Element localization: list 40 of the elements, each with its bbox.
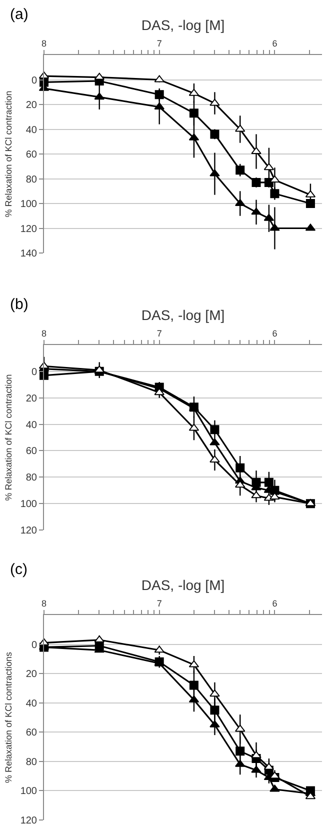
- y-tick-label: 20: [26, 669, 38, 680]
- x-tick-label: 6: [272, 598, 278, 608]
- x-tick-label: 8: [41, 328, 47, 338]
- x-axis-title: DAS, -log [M]: [141, 307, 225, 323]
- y-tick-label: 60: [26, 150, 38, 160]
- y-tick-label: 60: [26, 446, 38, 458]
- x-tick-label: 8: [41, 598, 47, 608]
- y-tick-label: 140: [20, 248, 38, 260]
- x-tick-label: 7: [156, 598, 162, 608]
- x-tick-label: 6: [272, 328, 278, 338]
- y-tick-label: 40: [26, 420, 38, 431]
- y-tick-label: 100: [20, 786, 38, 798]
- y-tick-label: 0: [31, 75, 38, 86]
- x-tick-label: 6: [272, 38, 278, 48]
- y-tick-label: 20: [26, 393, 38, 404]
- x-tick-label: 7: [156, 328, 162, 338]
- x-tick-label: 7: [156, 38, 162, 48]
- y-tick-label: 120: [20, 224, 38, 235]
- x-tick-label: 8: [41, 38, 47, 48]
- y-tick-label: 120: [20, 816, 38, 826]
- y-tick-label: 80: [26, 756, 38, 768]
- y-tick-label: 0: [31, 640, 38, 651]
- x-axis-title: DAS, -log [M]: [141, 17, 225, 33]
- y-tick-label: 40: [26, 698, 38, 710]
- text: (a): [10, 6, 28, 23]
- y-axis-title: % Relaxation of KCl contraction: [4, 90, 14, 218]
- x-axis-title: DAS, -log [M]: [141, 577, 225, 593]
- y-axis-title: % Relaxation of KCl contractions: [4, 651, 14, 784]
- y-tick-label: 120: [20, 526, 38, 536]
- y-tick-label: 100: [20, 199, 38, 210]
- y-tick-label: 100: [20, 499, 38, 510]
- y-tick-label: 80: [26, 472, 38, 484]
- y-tick-label: 60: [26, 728, 38, 739]
- y-tick-label: 20: [26, 100, 38, 111]
- y-tick-label: 80: [26, 174, 38, 186]
- text: (c): [10, 561, 28, 578]
- text: (b): [10, 296, 28, 313]
- y-tick-label: 0: [31, 366, 38, 378]
- y-tick-label: 40: [26, 124, 38, 136]
- y-axis-title: % Relaxation of KCl contraction: [4, 374, 14, 501]
